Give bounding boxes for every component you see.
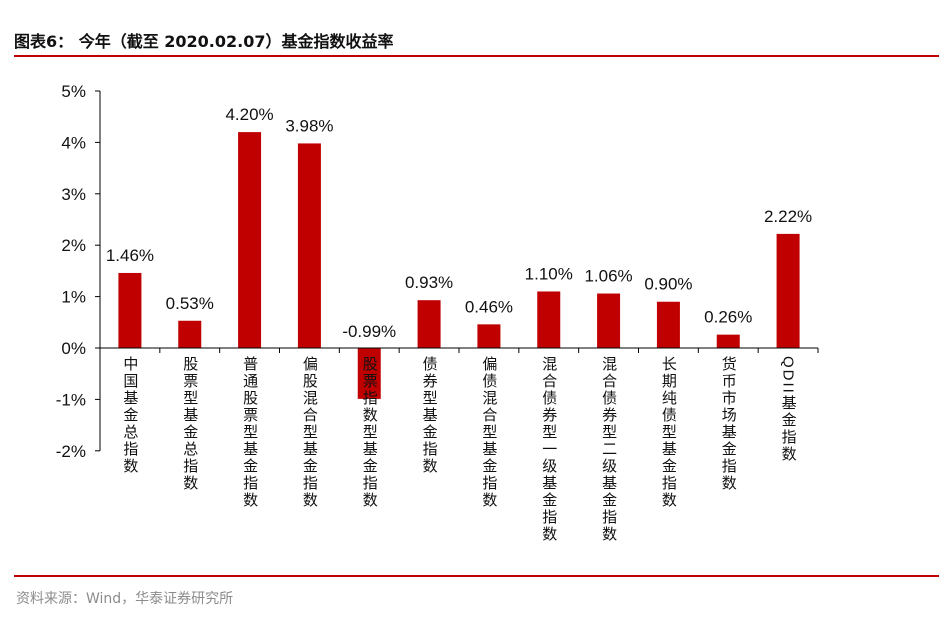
y-tick-label: -2% — [56, 442, 86, 461]
source-note: 资料来源：Wind，华泰证券研究所 — [16, 591, 234, 607]
bar — [776, 233, 800, 348]
value-label: 0.53% — [166, 294, 214, 313]
bar — [537, 291, 561, 348]
top-rule — [14, 55, 939, 57]
bar — [716, 334, 740, 348]
bar — [297, 143, 321, 348]
y-tick-label: 1% — [61, 288, 86, 307]
bar — [118, 272, 142, 348]
category-label: QDII基金指数 — [780, 356, 797, 463]
category-label: 偏股混合型基金指数 — [301, 356, 318, 509]
value-label: 0.26% — [704, 308, 752, 327]
bar — [417, 300, 441, 348]
y-tick-label: 3% — [61, 185, 86, 204]
y-tick-label: 4% — [61, 133, 86, 152]
y-tick-label: -1% — [56, 390, 86, 409]
value-label: 4.20% — [225, 105, 273, 124]
category-label: 股票型基金总指数 — [181, 356, 198, 492]
value-label: -0.99% — [342, 322, 396, 341]
category-label: 股票指数型基金指数 — [361, 356, 378, 509]
bar — [477, 324, 501, 348]
value-labels: 1.46% 0.53% 4.20% 3.98% -0.99% 0.93% 0.46% 1.10… — [106, 105, 812, 341]
bar — [357, 348, 381, 399]
category-label: 混合债券型一级基金指数 — [540, 356, 557, 543]
chart-title: 图表6： 今年（截至 2020.02.07）基金指数收益率 — [14, 32, 394, 51]
value-label: 1.06% — [584, 267, 632, 286]
bar — [597, 293, 621, 348]
bottom-rule — [14, 575, 939, 577]
value-label: 2.22% — [764, 207, 812, 226]
value-label: 0.93% — [405, 273, 453, 292]
category-label: 中国基金总指数 — [121, 356, 138, 475]
category-label: 债券型基金指数 — [421, 356, 438, 475]
y-tick-label: 5% — [61, 82, 86, 101]
category-label: 普通股票型基金指数 — [241, 356, 258, 509]
y-tick-label: 2% — [61, 236, 86, 255]
bar — [238, 132, 262, 348]
value-label: 1.10% — [525, 264, 573, 283]
x-axis — [99, 347, 819, 353]
bars — [118, 132, 800, 399]
bar — [178, 320, 202, 348]
category-label: 长期纯债型基金指数 — [660, 356, 677, 509]
category-label: 混合债券型二级基金指数 — [600, 356, 617, 543]
bar — [656, 301, 680, 348]
value-label: 3.98% — [285, 116, 333, 135]
value-label: 1.46% — [106, 246, 154, 265]
value-label: 0.90% — [644, 275, 692, 294]
y-tick-label: 0% — [61, 339, 86, 358]
category-label: 货币市场基金指数 — [720, 356, 737, 492]
y-axis: 5% 4% 3% 2% 1% 0% -1% -2% — [56, 82, 101, 461]
category-labels: 中国基金总指数 股票型基金总指数 普通股票型基金指数 偏股混合型基金指数 股票指数型基金… — [121, 356, 796, 543]
value-label: 0.46% — [465, 297, 513, 316]
category-label: 偏债混合型基金指数 — [480, 356, 497, 509]
